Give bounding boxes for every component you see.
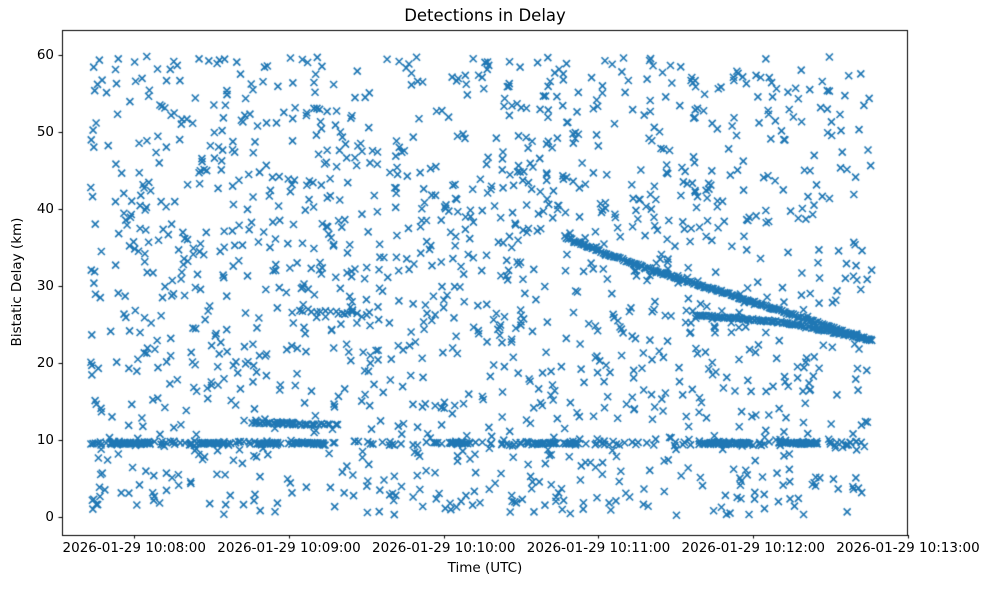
y-tick-label: 40 [36, 200, 54, 217]
x-tick-label: 2026-01-29 10:10:00 [372, 540, 516, 556]
x-tick-label: 2026-01-29 10:11:00 [526, 540, 671, 556]
y-tick-label: 0 [45, 509, 54, 526]
y-tick-label: 10 [36, 432, 54, 449]
x-tick-label: 2026-01-29 10:09:00 [217, 540, 361, 556]
y-tick-label: 20 [36, 355, 54, 372]
y-tick-label: 30 [36, 277, 54, 294]
x-tick-label: 2026-01-29 10:08:00 [62, 540, 206, 556]
x-axis-label: Time (UTC) [447, 560, 523, 576]
y-tick-label: 50 [36, 123, 54, 140]
x-tick-label: 2026-01-29 10:12:00 [681, 540, 825, 556]
x-tick-label: 2026-01-29 10:13:00 [836, 540, 980, 556]
chart-title: Detections in Delay [404, 6, 566, 25]
y-tick-label: 60 [36, 46, 54, 63]
